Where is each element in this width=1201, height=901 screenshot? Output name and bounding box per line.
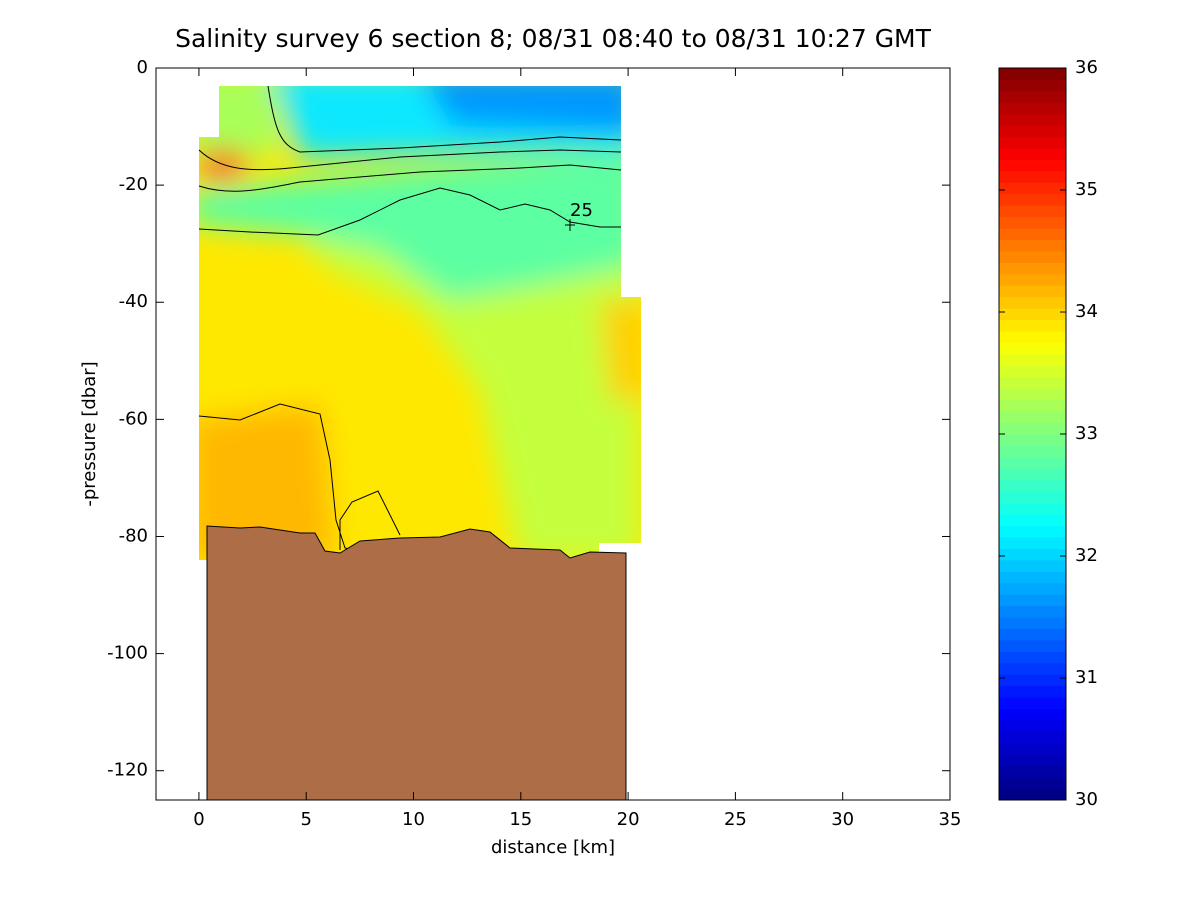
colorbar-swatch bbox=[999, 193, 1066, 206]
salinity-field bbox=[199, 86, 641, 560]
colorbar-swatch bbox=[999, 422, 1066, 435]
colorbar-swatch bbox=[999, 731, 1066, 744]
colorbar-swatch bbox=[999, 353, 1066, 366]
colorbar-swatch bbox=[999, 491, 1066, 504]
sea-floor bbox=[206, 525, 627, 801]
colorbar-swatch bbox=[999, 514, 1066, 526]
colorbar-swatch bbox=[999, 628, 1066, 641]
colorbar-swatch bbox=[999, 685, 1066, 698]
colorbar-tick-label: 32 bbox=[1075, 545, 1098, 566]
x-tick-label: 5 bbox=[300, 809, 311, 830]
colorbar-swatch bbox=[999, 262, 1066, 275]
chart-title: Salinity survey 6 section 8; 08/31 08:40… bbox=[175, 24, 932, 53]
colorbar-tick-label: 33 bbox=[1075, 423, 1098, 444]
colorbar-swatch bbox=[999, 697, 1066, 709]
colorbar-tick-label: 35 bbox=[1075, 179, 1098, 200]
colorbar-swatch bbox=[999, 170, 1066, 183]
colorbar-swatch bbox=[999, 594, 1066, 607]
colorbar-tick-label: 34 bbox=[1075, 301, 1098, 322]
y-tick-label: 0 bbox=[137, 57, 148, 78]
colorbar-swatch bbox=[999, 445, 1066, 458]
colorbar-swatch bbox=[999, 456, 1066, 469]
colorbar-swatch bbox=[999, 582, 1066, 595]
colorbar-swatch bbox=[999, 617, 1066, 629]
colorbar-swatch bbox=[999, 68, 1066, 80]
colorbar-swatch bbox=[999, 525, 1066, 538]
colorbar-swatch bbox=[999, 651, 1066, 664]
colorbar-swatch bbox=[999, 639, 1066, 652]
colorbar-swatch bbox=[999, 148, 1066, 160]
colorbar-swatch bbox=[999, 777, 1066, 790]
plot-frame bbox=[155, 67, 951, 801]
colorbar-swatch bbox=[999, 434, 1066, 446]
x-tick-label: 35 bbox=[939, 809, 962, 830]
y-tick-label: -20 bbox=[119, 174, 148, 195]
contour-label: 25 bbox=[570, 200, 593, 221]
x-tick-label: 15 bbox=[509, 809, 532, 830]
colorbar-swatch bbox=[999, 79, 1066, 92]
colorbar-swatch bbox=[999, 216, 1066, 229]
colorbar-swatch bbox=[999, 742, 1066, 755]
colorbar-swatch bbox=[999, 239, 1066, 252]
x-tick-label: 0 bbox=[193, 809, 204, 830]
colorbar-swatch bbox=[999, 719, 1066, 732]
colorbar-swatch bbox=[999, 548, 1066, 561]
colorbar-tick-label: 30 bbox=[1075, 789, 1098, 810]
colorbar-swatch bbox=[999, 159, 1066, 172]
colorbar-swatch bbox=[999, 399, 1066, 412]
colorbar-swatch bbox=[999, 788, 1066, 801]
colorbar-swatch bbox=[999, 662, 1066, 675]
colorbar-swatch bbox=[999, 102, 1066, 115]
colorbar-swatch bbox=[999, 228, 1066, 241]
x-tick-label: 25 bbox=[724, 809, 747, 830]
x-tick-label: 20 bbox=[617, 809, 640, 830]
colorbar-swatch bbox=[999, 342, 1066, 355]
colorbar-swatch bbox=[999, 388, 1066, 401]
colorbar-swatch bbox=[999, 468, 1066, 481]
colorbar-swatch bbox=[999, 674, 1066, 687]
x-tick-label: 30 bbox=[831, 809, 854, 830]
y-tick-label: -100 bbox=[107, 643, 148, 664]
colorbar-swatch bbox=[999, 113, 1066, 126]
colorbar-swatch bbox=[999, 605, 1066, 618]
y-axis-label: -pressure [dbar] bbox=[79, 361, 100, 506]
colorbar-swatch bbox=[999, 90, 1066, 103]
colorbar-swatch bbox=[999, 765, 1066, 778]
colorbar-tick-label: 31 bbox=[1075, 667, 1098, 688]
colorbar-swatch bbox=[999, 479, 1066, 492]
colorbar-tick-label: 36 bbox=[1075, 57, 1098, 78]
colorbar-swatch bbox=[999, 296, 1066, 309]
y-tick-label: -80 bbox=[119, 525, 148, 546]
y-tick-label: -40 bbox=[119, 291, 148, 312]
colorbar-swatch bbox=[999, 536, 1066, 549]
colorbar-swatch bbox=[999, 251, 1066, 263]
colorbar-swatch bbox=[999, 285, 1066, 298]
x-tick-label: 10 bbox=[402, 809, 425, 830]
colorbar-swatch bbox=[999, 571, 1066, 584]
colorbar-swatch bbox=[999, 331, 1066, 343]
colorbar-swatch bbox=[999, 411, 1066, 424]
y-tick-label: -60 bbox=[119, 408, 148, 429]
colorbar-swatch bbox=[999, 205, 1066, 218]
colorbar-swatch bbox=[999, 136, 1066, 149]
colorbar-swatch bbox=[999, 559, 1066, 572]
colorbar-swatch bbox=[999, 708, 1066, 721]
colorbar-swatch bbox=[999, 502, 1066, 515]
colorbar-swatch bbox=[999, 365, 1066, 378]
x-axis-label: distance [km] bbox=[491, 837, 615, 858]
y-tick-label: -120 bbox=[107, 760, 148, 781]
colorbar-swatch bbox=[999, 376, 1066, 389]
colorbar-swatch bbox=[999, 182, 1066, 195]
colorbar-swatch bbox=[999, 125, 1066, 138]
colorbar-swatch bbox=[999, 273, 1066, 286]
colorbar-swatch bbox=[999, 754, 1066, 767]
colorbar-swatch bbox=[999, 308, 1066, 321]
colorbar-swatch bbox=[999, 319, 1066, 332]
